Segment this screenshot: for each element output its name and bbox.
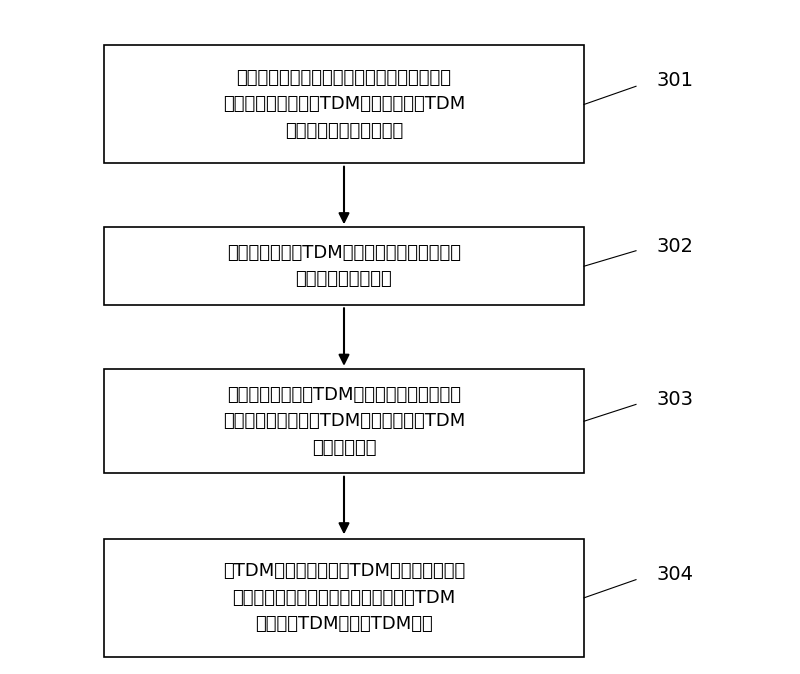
Text: 仿真处理单元剥离TDM仿真帧的仿真封装，并
将剥离仿真封装后的TDM帧净荷送入出TDM
接口处理单元: 仿真处理单元剥离TDM仿真帧的仿真封装，并 将剥离仿真封装后的TDM帧净荷送入出…	[223, 386, 465, 457]
Text: 交换处理单元将TDM仿真帧送入与目的出接口
对应的仿真处理单元: 交换处理单元将TDM仿真帧送入与目的出接口 对应的仿真处理单元	[227, 244, 461, 288]
Text: 分组传送处理单元对分组传送帧进行传送层的
解封装处理使之成为TDM仿真帧，并将TDM
仿真帧送入交换处理单元: 分组传送处理单元对分组传送帧进行传送层的 解封装处理使之成为TDM仿真帧，并将T…	[223, 69, 465, 140]
Text: 303: 303	[656, 390, 693, 408]
Bar	[104, 539, 584, 656]
Text: 301: 301	[656, 71, 693, 90]
Text: 304: 304	[656, 565, 693, 584]
Text: 302: 302	[656, 237, 693, 255]
Bar	[104, 46, 584, 164]
Text: 出TDM接口处理单元对TDM帧净荷进行封装
映射使之成为与目的出接口类型相应的TDM
帧，并将TDM帧送入TDM网络: 出TDM接口处理单元对TDM帧净荷进行封装 映射使之成为与目的出接口类型相应的T…	[223, 562, 465, 634]
Bar	[104, 369, 584, 473]
Bar	[104, 228, 584, 305]
